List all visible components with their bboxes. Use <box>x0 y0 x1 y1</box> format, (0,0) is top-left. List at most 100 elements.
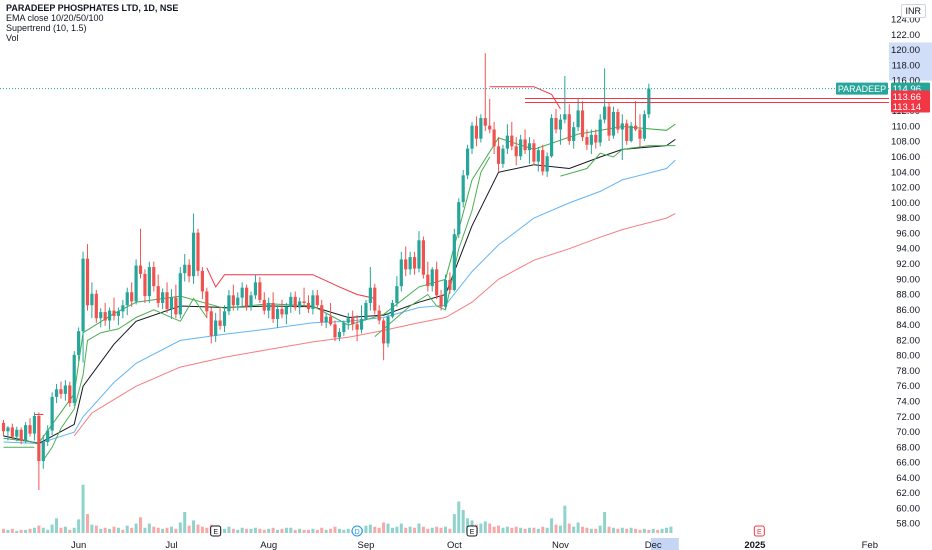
currency-button[interactable]: INR <box>900 4 926 18</box>
volume-bar <box>231 528 235 533</box>
candle-body <box>46 430 50 442</box>
candle-body <box>191 232 196 277</box>
volume-bar <box>240 527 244 533</box>
time-axis[interactable]: JunJulAugSepOctNovDec2025FebMar <box>0 538 932 550</box>
candle-body <box>147 267 151 297</box>
candle-body <box>488 125 492 130</box>
volume-bar <box>634 528 638 533</box>
price-tick-label: 120.00 <box>891 45 920 56</box>
volume-bar <box>576 522 580 533</box>
candle-body <box>382 320 386 344</box>
candle-body <box>15 429 19 437</box>
volume-bar <box>236 529 240 533</box>
price-tick-label: 70.00 <box>896 427 920 438</box>
volume-bar <box>505 526 509 533</box>
candle-body <box>443 280 448 307</box>
volume-bar <box>519 527 523 533</box>
volume-bar <box>377 527 381 533</box>
volume-bar <box>324 529 328 533</box>
volume-bar <box>284 527 288 533</box>
candle-body <box>134 265 138 302</box>
volume-bar <box>253 527 257 533</box>
candle-body <box>6 427 10 432</box>
volume-bar <box>223 528 226 533</box>
volume-bar <box>41 527 45 533</box>
candle-body <box>258 282 262 300</box>
candle-body <box>505 135 509 149</box>
volume-bar <box>37 525 41 533</box>
dividend-marker-label: D <box>355 529 360 536</box>
volume-indicator-label[interactable]: Vol <box>6 33 19 43</box>
candle-body <box>377 310 381 321</box>
price-tick-label: 76.00 <box>896 381 920 392</box>
volume-bar <box>620 527 624 533</box>
supertrend-indicator-label[interactable]: Supertrend (10, 1.5) <box>6 23 87 33</box>
candle-body <box>178 273 182 315</box>
candle-body <box>359 318 364 330</box>
volume-bar <box>165 527 169 533</box>
price-tick-label: 74.00 <box>896 397 920 408</box>
volume-bar <box>589 528 593 533</box>
candle-body <box>214 320 218 336</box>
candle-body <box>448 280 452 290</box>
candle-body <box>549 118 554 157</box>
volume-bar <box>611 527 615 533</box>
candle-body <box>222 311 227 326</box>
volume-bar <box>457 501 461 533</box>
volume-bar <box>15 530 19 533</box>
candle-body <box>311 295 315 310</box>
volume-bar <box>333 526 337 533</box>
volume-bar <box>536 528 540 533</box>
volume-bar <box>85 514 89 533</box>
volume-bar <box>435 526 439 533</box>
volume-bar <box>603 512 607 533</box>
volume-bar <box>130 527 134 533</box>
volume-bar <box>46 529 50 533</box>
time-tick-label: Oct <box>447 540 462 550</box>
candle-body <box>209 311 213 336</box>
candle-body <box>492 129 496 147</box>
chart-legend: PARADEEP PHOSPHATES LTD, 1D, NSE EMA clo… <box>6 3 178 43</box>
candle-body <box>50 396 54 431</box>
candle-body <box>143 273 147 297</box>
ema-indicator-label[interactable]: EMA close 10/20/50/100 <box>6 13 104 23</box>
volume-bar <box>550 518 554 533</box>
volume-bar <box>63 526 67 533</box>
candle-body <box>245 287 249 307</box>
candle-body <box>435 269 439 296</box>
volume-bar <box>461 509 465 533</box>
candle-body <box>289 296 293 307</box>
earnings-marker <box>753 525 765 537</box>
time-tick-label: Nov <box>552 540 569 550</box>
earnings-marker-label: E <box>213 529 218 536</box>
candle-body <box>240 287 244 298</box>
price-tick-label: 60.00 <box>896 503 920 514</box>
time-tick-label: Dec <box>645 540 662 550</box>
volume-bar <box>594 528 598 533</box>
candle-body <box>121 305 125 312</box>
symbol-title[interactable]: PARADEEP PHOSPHATES LTD, 1D, NSE <box>6 3 179 13</box>
symbol-tag-label: PARADEEP <box>838 84 886 94</box>
price-tick-label: 92.00 <box>896 259 920 270</box>
volume-bar <box>642 528 646 533</box>
price-axis[interactable]: 124.00122.00120.00118.00116.00112.00110.… <box>889 0 932 550</box>
volume-bar <box>108 528 112 533</box>
candle-body <box>483 118 487 126</box>
candle-body <box>112 310 116 316</box>
volume-bar <box>276 529 280 533</box>
volume-bar <box>103 527 107 533</box>
candle-body <box>532 143 536 162</box>
volume-bar <box>147 523 151 533</box>
candle-body <box>638 129 642 139</box>
candle-body <box>306 302 311 310</box>
volume-bar <box>72 527 76 533</box>
volume-bar <box>134 523 138 533</box>
volume-bar <box>523 528 527 533</box>
candle-body <box>125 292 129 306</box>
candle-body <box>430 269 434 287</box>
volume-bar <box>59 527 63 533</box>
candle-body <box>196 232 200 271</box>
volume-bar <box>342 529 346 533</box>
volume-bar <box>426 528 430 533</box>
